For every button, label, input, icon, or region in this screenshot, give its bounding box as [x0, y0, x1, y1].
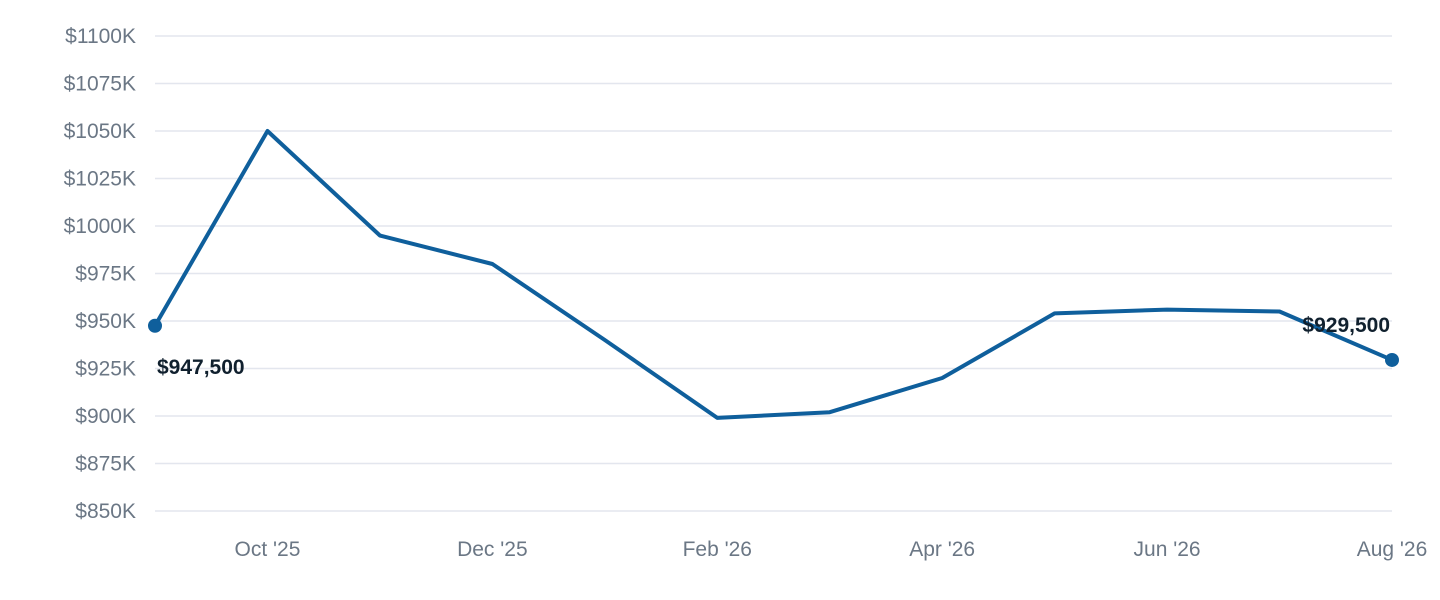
- x-tick-label: Dec '25: [457, 538, 528, 561]
- y-tick-label: $1000K: [64, 215, 136, 238]
- grid-lines: [155, 35, 1392, 512]
- x-tick-label: Feb '26: [683, 538, 752, 561]
- endpoint-value-label: $947,500: [157, 356, 245, 379]
- endpoint-marker: [1385, 352, 1399, 367]
- series-layer: [148, 129, 1399, 420]
- y-tick-label: $1025K: [64, 168, 136, 191]
- series-line: [153, 129, 1394, 420]
- y-tick-label: $900K: [75, 405, 136, 428]
- x-tick-label: Oct '25: [235, 538, 301, 561]
- y-tick-label: $875K: [75, 453, 136, 476]
- endpoint-marker: [148, 318, 162, 333]
- endpoint-value-label: $929,500: [1302, 314, 1390, 337]
- x-tick-label: Aug '26: [1357, 538, 1428, 561]
- y-tick-label: $1050K: [64, 120, 136, 143]
- y-tick-label: $925K: [75, 358, 136, 381]
- y-tick-label: $1100K: [65, 25, 136, 48]
- y-tick-label: $950K: [75, 310, 136, 333]
- data-labels: $947,500 $929,500: [157, 314, 1390, 379]
- y-tick-label: $975K: [75, 263, 136, 286]
- y-axis-ticks: $850K $875K $900K $925K $950K $975K $1000K $102…: [64, 25, 136, 523]
- x-tick-label: Jun '26: [1134, 538, 1201, 561]
- y-tick-label: $1075K: [64, 73, 136, 96]
- y-tick-label: $850K: [75, 500, 136, 523]
- x-tick-label: Apr '26: [909, 538, 975, 561]
- x-axis-ticks: Oct '25 Dec '25 Feb '26 Apr '26 Jun '26 Aug '…: [235, 538, 1428, 561]
